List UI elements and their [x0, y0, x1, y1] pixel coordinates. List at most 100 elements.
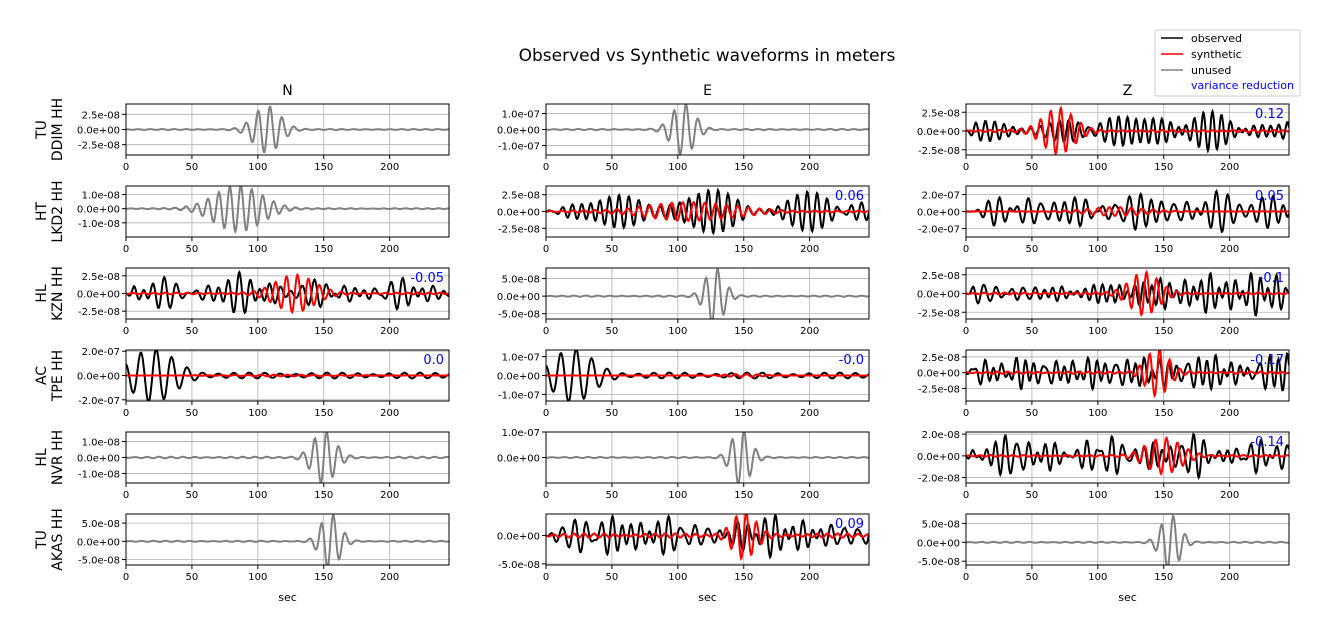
panel-frame: [125, 513, 450, 566]
x-tick-label: 150: [314, 572, 333, 583]
y-tick-label: 1.0e-08: [82, 438, 120, 449]
column-title-n: N: [282, 83, 292, 99]
x-tick-label: 0: [963, 408, 969, 419]
observed-trace: [966, 351, 1289, 392]
x-tick-label: 150: [734, 162, 753, 173]
panel-r4-c0: 1.0e-08 0.0e+00 -1.0e-080 50 100 150 200: [77, 431, 450, 501]
x-tick-label: 50: [186, 326, 199, 337]
variance-reduction-value: 0.12: [1255, 107, 1284, 122]
station-label-3: AC TPE HH: [34, 350, 66, 402]
x-tick-label: 150: [314, 408, 333, 419]
x-tick-label: 200: [380, 162, 399, 173]
y-tick-label: 2.5e-08: [922, 353, 960, 364]
y-tick-label: 1.0e-07: [502, 110, 540, 121]
panel-frame: [125, 185, 450, 238]
y-tick-label: -2.0e-08: [918, 474, 960, 485]
legend-unused-label: unused: [1191, 64, 1231, 77]
x-tick-label: 200: [800, 408, 819, 419]
x-tick-label: 50: [606, 244, 619, 255]
x-tick-label: 100: [1088, 572, 1107, 583]
x-tick-label: 50: [186, 572, 199, 583]
x-axis-label: sec: [698, 591, 717, 604]
unused-trace: [546, 432, 869, 483]
synthetic-trace: [546, 514, 869, 562]
x-tick-label: 150: [314, 162, 333, 173]
panel-r3-c2: 2.5e-08 0.0e+00 -2.5e-08 0 50 100 150 200 -0.17: [917, 349, 1290, 419]
panel-r0-c2: 2.5e-08 0.0e+00 -2.5e-080 50 100 150 200 0.12: [917, 103, 1290, 173]
variance-reduction-value: 0.05: [1255, 189, 1284, 204]
y-tick-label: 0.0e+00: [917, 208, 960, 219]
y-tick-label: 2.5e-08: [82, 110, 120, 121]
panel-r4-c1: 1.0e-07 0.0e+00 0 50 100 150 200: [497, 428, 870, 501]
x-tick-label: 100: [668, 490, 687, 501]
x-tick-label: 0: [963, 162, 969, 173]
x-tick-label: 100: [248, 490, 267, 501]
station-network-label: HL: [34, 284, 50, 303]
x-tick-label: 100: [248, 408, 267, 419]
x-tick-label: 50: [606, 326, 619, 337]
y-tick-label: -2.5e-08: [78, 141, 120, 152]
panel-r4-c2: 2.0e-08 0.0e+00 -2.0e-080 50 100 150 200 -0.14: [917, 430, 1290, 501]
x-tick-label: 200: [1220, 490, 1239, 501]
synthetic-trace: [966, 105, 1289, 155]
panel-r3-c1: 1.0e-07 0.0e+00 -1.0e-070 50 100 150 200 -0.0: [497, 349, 870, 419]
panel-r1-c1: 2.5e-08 0.0e+00 -2.5e-080 50 100 150 200 0.06: [497, 185, 870, 255]
x-tick-label: 100: [248, 572, 267, 583]
x-tick-label: 200: [1220, 326, 1239, 337]
x-tick-label: 100: [668, 244, 687, 255]
station-label-4: HL NVR HH: [34, 430, 66, 485]
panel-r5-c1: 0.0e+00 -5.0e-080 50 100 150 200 0.09: [497, 513, 870, 583]
variance-reduction-value: 0.09: [835, 517, 864, 532]
observed-trace: [546, 350, 869, 401]
synthetic-trace: [126, 373, 449, 378]
observed-trace: [126, 350, 449, 401]
x-tick-label: 150: [1154, 408, 1173, 419]
panel-frame: [545, 267, 870, 320]
station-network-label: HT: [34, 202, 50, 222]
observed-trace: [966, 108, 1289, 154]
x-tick-label: 150: [1154, 244, 1173, 255]
y-tick-label: 0.0e+00: [917, 538, 960, 549]
unused-trace: [126, 514, 449, 565]
x-tick-label: 150: [314, 490, 333, 501]
y-tick-label: 0.0e+00: [497, 454, 540, 465]
station-label-0: TU DDIM HH: [34, 98, 66, 161]
y-tick-label: -5.0e-08: [498, 560, 540, 571]
x-tick-label: 150: [734, 572, 753, 583]
x-tick-label: 50: [1026, 572, 1039, 583]
x-tick-label: 200: [1220, 162, 1239, 173]
panel-frame: [965, 103, 1290, 156]
station-label-1: HT LKD2 HH: [34, 180, 66, 242]
panel-r0-c0: 2.5e-08 0.0e+00 -2.5e-080 50 100 150 200: [77, 103, 450, 173]
variance-reduction-value: -0.1: [1259, 271, 1284, 286]
station-network-label: HL: [34, 448, 50, 467]
unused-trace: [126, 432, 449, 483]
panel-frame: [965, 431, 1290, 484]
station-name-label: DDIM HH: [50, 98, 66, 161]
y-tick-label: 2.5e-08: [922, 271, 960, 282]
station-name-label: AKAS HH: [50, 508, 66, 570]
x-tick-label: 50: [1026, 162, 1039, 173]
variance-reduction-value: 0.06: [835, 189, 864, 204]
y-tick-label: 1.0e-07: [502, 353, 540, 364]
synthetic-trace: [126, 272, 449, 315]
x-tick-label: 0: [123, 490, 129, 501]
x-tick-label: 100: [1088, 408, 1107, 419]
panel-r2-c0: 2.5e-08 0.0e+00 -2.5e-080 50 100 150 200 -0.05: [77, 267, 450, 337]
x-tick-label: 0: [963, 572, 969, 583]
x-tick-label: 200: [800, 244, 819, 255]
x-tick-label: 0: [543, 408, 549, 419]
y-tick-label: 5.0e-08: [82, 519, 120, 530]
x-tick-label: 100: [668, 326, 687, 337]
panel-r1-c2: 2.0e-07 0.0e+00 -2.0e-070 50 100 150 200 0.05: [917, 185, 1290, 255]
y-tick-label: -5.0e-08: [918, 557, 960, 568]
station-name-label: NVR HH: [50, 430, 66, 485]
x-tick-label: 150: [1154, 572, 1173, 583]
y-tick-label: 0.0e+00: [917, 127, 960, 138]
x-tick-label: 100: [248, 162, 267, 173]
x-tick-label: 100: [1088, 490, 1107, 501]
y-tick-label: 0.0e+00: [917, 290, 960, 301]
legend-synthetic-label: synthetic: [1191, 48, 1242, 61]
